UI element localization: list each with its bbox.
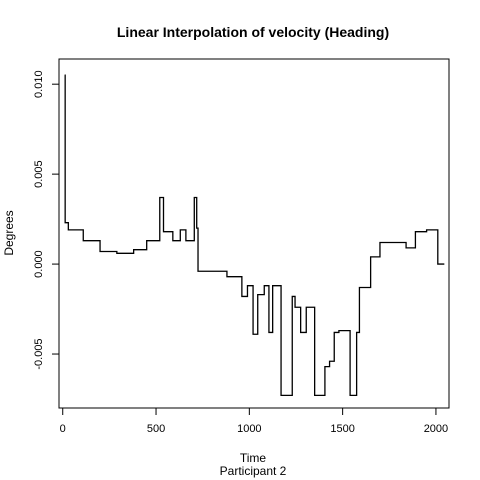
- x-tick-label: 0: [60, 423, 66, 435]
- x-axis: 0 500 1000 1500 2000: [60, 407, 448, 435]
- chart-subtitle: Participant 2: [220, 464, 287, 478]
- y-tick-label: 0.005: [33, 160, 45, 188]
- y-axis: -0.005 0.000 0.005 0.010: [33, 70, 60, 370]
- x-tick-label: 2000: [424, 423, 448, 435]
- y-tick-label: 0.010: [33, 70, 45, 98]
- y-axis-label: Degrees: [2, 210, 16, 255]
- series-line: [64, 74, 445, 397]
- y-tick-label: -0.005: [33, 338, 45, 369]
- chart-title: Linear Interpolation of velocity (Headin…: [117, 24, 389, 40]
- plot-area-box: [58, 58, 450, 409]
- x-axis-label: Time: [240, 451, 267, 465]
- y-tick-label: 0.000: [33, 250, 45, 278]
- x-tick-label: 1000: [237, 423, 261, 435]
- x-tick-label: 500: [147, 423, 165, 435]
- x-tick-label: 1500: [330, 423, 354, 435]
